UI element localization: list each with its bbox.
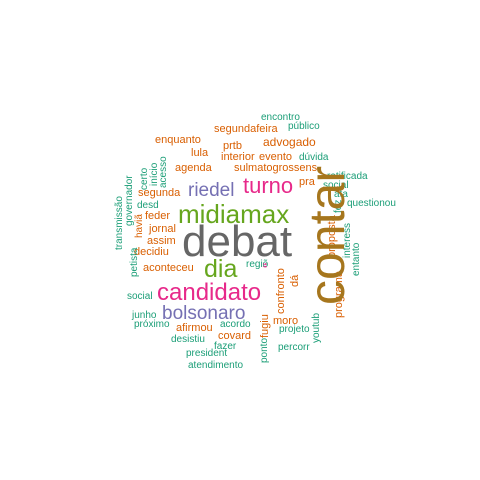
cloud-word: ponto (259, 337, 270, 363)
cloud-word: social (127, 291, 153, 302)
cloud-word: jornal (149, 223, 176, 235)
cloud-word: projeto (279, 324, 310, 335)
cloud-word: público (288, 121, 320, 132)
cloud-word: moro (273, 315, 299, 327)
cloud-word: desd (137, 200, 159, 211)
cloud-word: haviã (134, 214, 145, 238)
cloud-word: aconteceu (143, 262, 194, 274)
cloud-word: próximo (134, 319, 170, 330)
cloud-word: dá (289, 274, 301, 287)
cloud-word: percorr (278, 342, 310, 353)
cloud-word: afirmou (176, 322, 213, 334)
cloud-word: dúvida (299, 152, 329, 163)
cloud-word: acordo (220, 319, 251, 330)
cloud-word: confronto (275, 268, 287, 314)
cloud-word: questionou (347, 198, 396, 209)
cloud-word: riedel (188, 180, 235, 201)
cloud-word: debat (182, 217, 293, 266)
cloud-word: pra (299, 176, 315, 188)
cloud-word: agenda (175, 162, 212, 174)
cloud-word: sulmatogrossens (234, 162, 318, 174)
cloud-word: fugiu (259, 314, 271, 338)
cloud-word: encontro (261, 112, 300, 123)
cloud-word: ratificada (327, 171, 368, 182)
cloud-word: dia (204, 255, 238, 283)
cloud-word: petista (129, 247, 140, 277)
cloud-word: prtb (223, 140, 242, 152)
cloud-word: lula (191, 147, 209, 159)
cloud-word: evento (259, 151, 293, 163)
cloud-word: ata (334, 189, 348, 200)
cloud-word: assim (147, 235, 176, 247)
cloud-word: covard (218, 330, 252, 342)
cloud-word: contar (299, 166, 355, 305)
cloud-word: advogado (263, 135, 316, 149)
cloud-word: transmissão (114, 196, 125, 250)
cloud-word: acesso (158, 156, 169, 188)
cloud-word: atendimento (188, 360, 244, 371)
cloud-word: regiõ (246, 259, 269, 270)
cloud-word: youtub (311, 312, 322, 343)
cloud-word: midiamax (178, 199, 290, 229)
cloud-word: decidiu (134, 246, 169, 258)
cloud-word: fazer (214, 341, 237, 352)
cloud-word: candidato (157, 279, 262, 306)
cloud-word: junho (132, 310, 157, 321)
cloud-word: interior (221, 151, 255, 163)
cloud-word: desistiu (171, 334, 205, 345)
cloud-word: segundafeira (214, 123, 278, 135)
cloud-word: feder (145, 210, 171, 222)
cloud-word: social (323, 180, 349, 191)
cloud-word: bolsonaro (162, 303, 246, 324)
cloud-word: segunda (138, 187, 181, 199)
cloud-word: enquanto (155, 134, 201, 146)
cloud-word: president (186, 348, 228, 359)
cloud-word: turno (243, 173, 294, 198)
